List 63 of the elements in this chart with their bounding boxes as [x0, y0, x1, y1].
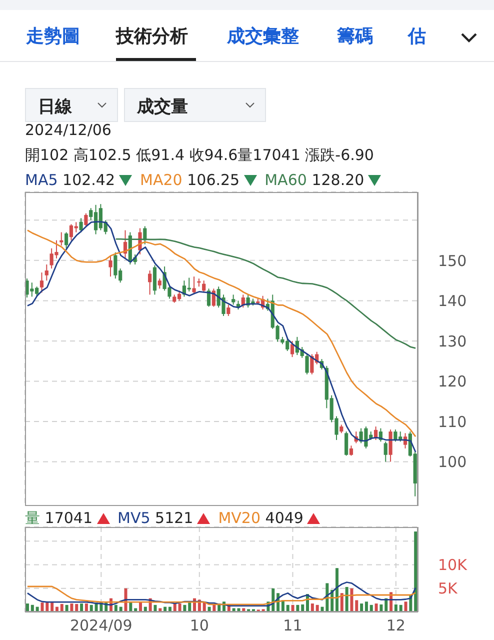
text: 5121	[155, 509, 194, 527]
x-tick-label: 12	[386, 616, 406, 635]
text: MA20	[140, 171, 182, 189]
text: 106.25	[187, 171, 240, 189]
y-tick-label: 140	[438, 292, 467, 310]
y-tick-label: 130	[438, 332, 467, 350]
x-tick-label: 10	[190, 616, 209, 635]
candlestick	[232, 294, 236, 306]
text: 走勢圖	[26, 25, 80, 48]
chart-title: 2024/12/06	[25, 121, 112, 139]
bar	[414, 532, 418, 612]
bar	[350, 588, 354, 612]
candlestick	[202, 280, 206, 294]
y-tick-label: 5K	[438, 580, 459, 598]
y-tick-label: 110	[438, 412, 467, 431]
candlestick	[388, 429, 392, 462]
bar	[345, 586, 348, 612]
candlestick	[44, 264, 48, 282]
line-series	[26, 582, 416, 607]
candlestick	[60, 232, 64, 246]
y-tick-label: 150	[438, 252, 467, 270]
y-tick-label: 120	[438, 372, 467, 391]
candlestick	[384, 441, 388, 462]
text: 日線	[38, 96, 72, 118]
text: 成交彙整	[227, 25, 299, 48]
candlestick	[152, 264, 157, 296]
candlestick	[192, 276, 196, 294]
text: MA5	[25, 171, 58, 189]
candlestick	[79, 218, 83, 233]
bar	[404, 602, 408, 612]
y-tick-label: 10K	[438, 556, 468, 574]
candlestick	[64, 232, 68, 249]
x-tick-label: 2024/09	[70, 616, 132, 635]
text: 成交量	[137, 96, 188, 118]
text: MV20	[218, 509, 261, 527]
text: 128.20	[312, 171, 364, 189]
chart-subtitle: 開102 高102.5 低91.4 收94.6量17041 漲跌-6.90	[25, 146, 374, 165]
bar	[355, 600, 358, 612]
text: 估	[408, 25, 426, 48]
text: 4049	[265, 509, 304, 527]
bar	[335, 568, 338, 612]
candlestick	[305, 354, 309, 375]
candlestick	[84, 212, 88, 227]
text: 技術分析	[116, 25, 188, 48]
candlestick	[148, 270, 152, 296]
bar	[40, 602, 44, 612]
bar	[364, 602, 368, 612]
candlestick	[158, 278, 162, 290]
text: MA60	[264, 171, 307, 189]
x-tick-label: 11	[283, 616, 302, 635]
y-tick-label: 100	[438, 453, 467, 472]
candlestick	[349, 445, 354, 456]
text: 102.42	[62, 171, 116, 189]
candlestick	[40, 272, 44, 294]
candlestick	[290, 340, 294, 358]
text: 17041	[44, 509, 92, 527]
candlestick	[226, 304, 230, 316]
text: MV5	[118, 509, 150, 527]
text: 量	[25, 509, 40, 527]
line-series	[26, 586, 416, 606]
text: 籌碼	[337, 25, 373, 48]
candlestick	[108, 256, 112, 278]
candlestick	[344, 431, 348, 456]
